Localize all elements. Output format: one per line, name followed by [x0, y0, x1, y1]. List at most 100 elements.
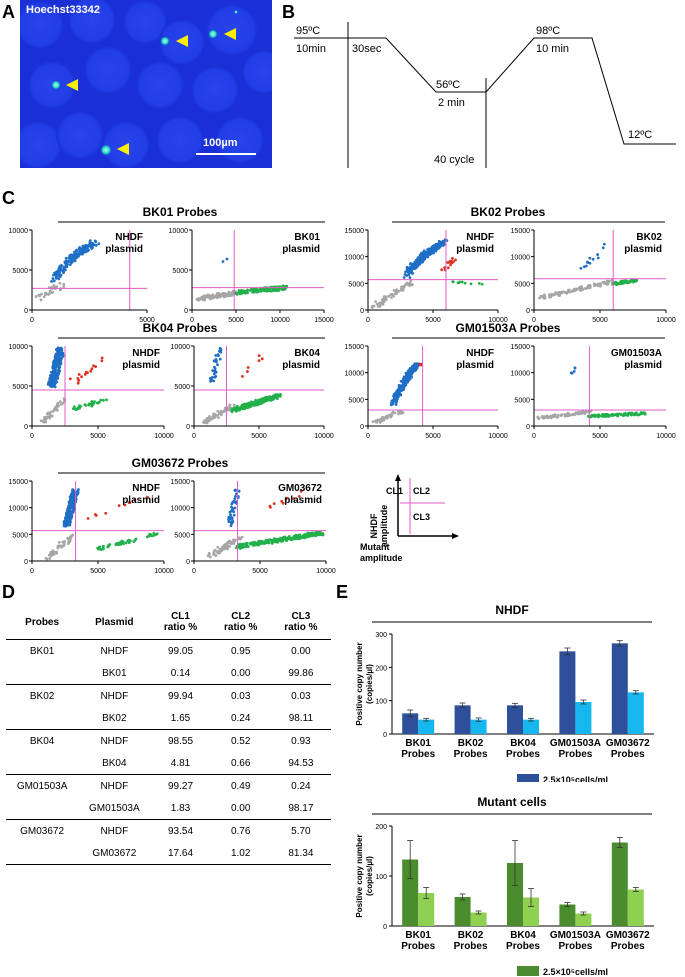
droplet-gray: [376, 418, 379, 422]
bar: [418, 893, 435, 926]
droplet-green: [597, 414, 601, 418]
droplet-gray: [223, 409, 226, 412]
droplet-red: [123, 503, 127, 507]
table-header: CL1 ratio %: [163, 611, 198, 633]
droplet-red: [92, 364, 95, 368]
droplet-gray: [232, 403, 236, 407]
droplet-blue: [52, 362, 56, 366]
droplet-green: [87, 403, 91, 407]
droplet-gray: [52, 284, 56, 287]
table-row: GM01503A NHDF 99.27 0.49 0.24: [6, 774, 331, 797]
table-cell: BK04: [6, 729, 79, 752]
bar: [470, 912, 487, 926]
droplet-gray: [204, 421, 208, 424]
droplet-blue: [409, 262, 413, 265]
droplet-green: [272, 537, 276, 540]
droplet-blue: [404, 371, 408, 375]
bar: [575, 702, 592, 734]
table-cell: [6, 842, 78, 865]
y-tick-label: 10000: [9, 344, 29, 351]
y-tick-label: 5000: [12, 384, 28, 391]
x-tick-label: 5000: [139, 317, 155, 324]
droplet-gray: [68, 538, 72, 542]
droplet-gray: [39, 298, 43, 302]
y-tick-label: 5000: [514, 281, 530, 288]
droplet-gray: [378, 419, 382, 423]
droplet-blue: [77, 251, 81, 255]
droplet-blue: [420, 251, 424, 255]
droplet-red: [76, 381, 80, 385]
probe-group-title: BK02 Probes: [392, 205, 665, 223]
droplet-green: [73, 405, 76, 409]
droplet-green: [274, 287, 278, 291]
droplet-red: [145, 495, 149, 499]
droplet-green: [610, 413, 614, 416]
droplet-blue: [429, 252, 433, 255]
droplet-blue: [410, 269, 414, 273]
droplet-green: [98, 547, 102, 551]
droplet-blue: [62, 520, 66, 524]
droplet-green: [281, 537, 285, 540]
droplet-plot-1: 0 5000 10000 0 5000 NHDF plasmid: [9, 228, 155, 324]
droplet-green: [292, 537, 296, 540]
probe-group-title: BK01 Probes: [58, 205, 325, 223]
droplet-blue: [68, 519, 72, 523]
table-bottom-cell: [6, 864, 331, 866]
droplet-blue: [227, 515, 231, 519]
droplet-gray: [54, 408, 58, 412]
droplet-gray: [555, 415, 559, 419]
droplet-blue: [229, 513, 232, 517]
droplet-blue: [410, 264, 414, 268]
y-tick-label: 10000: [345, 371, 365, 378]
droplet-green: [275, 540, 279, 544]
droplet-green: [106, 544, 110, 548]
droplet-green: [643, 411, 647, 415]
droplet-blue: [395, 399, 399, 403]
droplet-green: [230, 408, 234, 411]
x-tick-label: 0: [192, 433, 196, 440]
droplet-blue: [602, 242, 606, 246]
probe-group-title: GM01503A Probes: [392, 321, 665, 339]
droplet-blue: [66, 511, 70, 514]
droplet-green: [242, 406, 246, 410]
table-cell: BK04: [102, 757, 127, 769]
droplet-green: [84, 403, 88, 407]
droplet-gray: [216, 545, 220, 549]
droplet-blue: [233, 488, 237, 492]
x-tick-label: 5000: [425, 433, 441, 440]
droplet-blue: [412, 365, 416, 369]
table-cell: NHDF: [78, 639, 151, 662]
droplet-blue: [69, 261, 73, 265]
droplet-red: [446, 261, 450, 264]
y-tick-label: 0: [184, 308, 188, 315]
x-tick-label: 10000: [154, 568, 174, 575]
droplet-gray: [201, 296, 204, 300]
probe-group-label: BK04 Probes: [143, 321, 218, 335]
droplet-green: [90, 400, 94, 403]
plot-label: BK01 plasmid: [282, 232, 320, 255]
droplet-blue: [56, 354, 60, 358]
droplet-blue: [232, 499, 236, 503]
droplet-green: [615, 412, 619, 416]
table-cell: 1.02: [230, 847, 251, 859]
plot-label: GM03672 plasmid: [278, 483, 322, 506]
droplet-red: [68, 377, 72, 381]
probe-group-title: GM03672 Probes: [58, 456, 325, 474]
droplet-gray: [40, 292, 43, 296]
droplet-gray: [539, 294, 543, 298]
droplet-gray: [41, 420, 45, 424]
droplet-gray: [393, 411, 397, 415]
table-cell: BK01: [6, 639, 79, 662]
droplet-green: [149, 533, 152, 536]
droplet-blue: [66, 514, 70, 517]
droplet-gray: [42, 295, 46, 299]
droplet-green: [119, 542, 123, 546]
droplet-gray: [55, 550, 59, 554]
droplet-blue: [62, 265, 66, 269]
y-tick-label: 0: [360, 424, 364, 431]
droplet-blue: [57, 362, 61, 366]
droplet-gray: [372, 304, 376, 308]
probe-group-label: BK01 Probes: [143, 205, 218, 219]
droplet-gray: [216, 416, 220, 420]
droplet-gray: [48, 552, 52, 556]
